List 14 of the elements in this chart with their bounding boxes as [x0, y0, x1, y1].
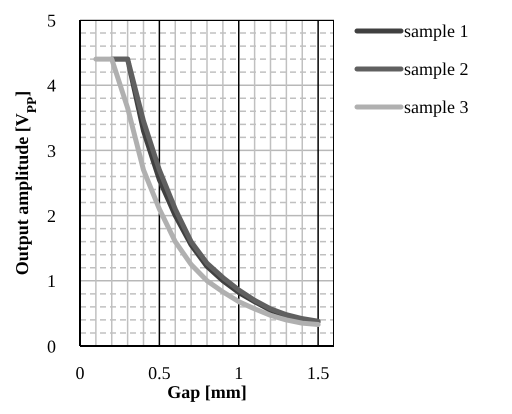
legend-label: sample 2: [404, 58, 468, 80]
y-tick-label: 5: [47, 10, 56, 30]
x-axis-title: Gap [mm]: [167, 382, 247, 402]
legend-label: sample 1: [404, 20, 468, 42]
x-tick-label: 1.5: [306, 362, 330, 383]
x-tick-label: 0: [76, 362, 84, 383]
legend-label: sample 3: [404, 96, 468, 118]
y-tick-label: 3: [47, 140, 56, 161]
y-tick-label: 1: [47, 271, 56, 292]
x-tick-label: 0.5: [148, 362, 171, 383]
x-tick-label: 1: [234, 362, 244, 383]
y-tick-label: 2: [47, 206, 56, 226]
y-tick-label: 4: [47, 76, 56, 96]
y-tick-label: 0: [47, 336, 56, 356]
